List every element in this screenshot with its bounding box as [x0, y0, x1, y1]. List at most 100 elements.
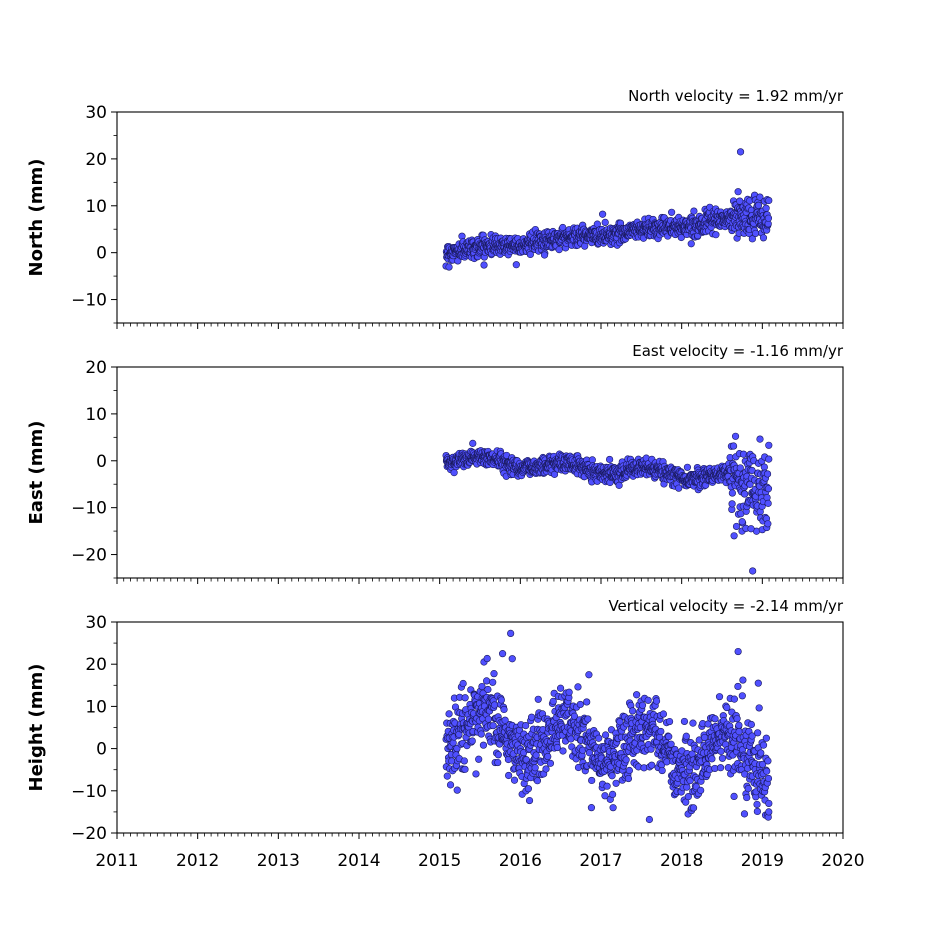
data-point — [764, 499, 772, 507]
data-point — [510, 776, 519, 784]
data-point — [760, 463, 768, 471]
data-point — [576, 700, 584, 709]
data-point — [735, 727, 743, 736]
data-point — [732, 522, 741, 531]
panel-title: East velocity = -1.16 mm/yr — [632, 342, 844, 360]
data-point — [587, 804, 596, 812]
data-point — [459, 679, 467, 688]
data-point — [449, 739, 457, 747]
data-point — [615, 481, 623, 489]
data-point — [739, 676, 747, 684]
data-point — [715, 693, 724, 701]
scatter-series-0 — [442, 148, 773, 271]
y-tick-label: −20 — [71, 824, 107, 844]
data-point — [612, 779, 620, 787]
data-point — [484, 685, 492, 694]
data-point — [468, 737, 476, 745]
data-point — [531, 764, 539, 772]
data-point — [505, 771, 513, 780]
data-point — [484, 715, 493, 723]
data-point — [717, 747, 725, 755]
data-point — [759, 741, 768, 749]
panel-title: Vertical velocity = -2.14 mm/yr — [608, 597, 843, 615]
data-point — [489, 722, 497, 730]
data-point — [763, 470, 772, 478]
x-tick-label: 2018 — [660, 851, 703, 871]
x-tick-label: 2016 — [499, 851, 542, 871]
data-point — [453, 786, 461, 794]
data-point — [757, 749, 765, 757]
data-point — [744, 785, 752, 793]
x-tick-label: 2017 — [579, 851, 622, 871]
data-point — [755, 704, 763, 712]
data-point — [718, 754, 727, 762]
data-point — [754, 679, 762, 687]
data-point — [764, 485, 773, 493]
data-point — [500, 705, 508, 714]
data-point — [508, 655, 516, 663]
data-point — [544, 752, 552, 761]
data-point — [765, 455, 773, 463]
scatter-series-1 — [442, 432, 773, 575]
y-axis-label: North (mm) — [26, 159, 47, 277]
panel-0: −10 0 10 20 30 North velocity = 1.92 mm/yr Nor… — [26, 87, 844, 329]
x-tick-label: 2011 — [95, 851, 138, 871]
data-point — [445, 263, 453, 271]
data-point — [555, 246, 563, 254]
data-point — [763, 767, 771, 775]
data-point — [659, 710, 668, 718]
data-point — [522, 721, 530, 730]
data-point — [726, 453, 734, 462]
y-tick-label: 10 — [85, 197, 107, 217]
scatter-series-2 — [442, 629, 773, 824]
data-point — [633, 691, 641, 699]
data-point — [512, 261, 520, 269]
y-tick-label: −10 — [71, 782, 107, 802]
data-point — [736, 197, 744, 205]
y-axis-label: East (mm) — [26, 421, 47, 525]
data-point — [588, 456, 596, 464]
y-axis-label: Height (mm) — [26, 664, 47, 792]
data-point — [445, 710, 453, 718]
data-point — [494, 751, 502, 759]
data-point — [648, 761, 656, 769]
data-point — [609, 804, 617, 812]
data-point — [638, 701, 647, 709]
data-point — [461, 765, 469, 773]
data-point — [728, 489, 736, 497]
data-point — [748, 235, 756, 243]
data-point — [480, 261, 488, 269]
y-tick-label: 30 — [85, 103, 107, 123]
data-point — [588, 776, 596, 785]
x-ticks — [116, 323, 844, 329]
y-ticks: −20 −10 0 10 20 — [71, 358, 117, 579]
data-point — [687, 240, 695, 248]
data-point — [540, 251, 549, 259]
data-point — [764, 520, 772, 528]
y-ticks: −20 −10 0 10 20 30 — [71, 613, 117, 844]
data-point — [665, 717, 674, 726]
data-point — [601, 731, 610, 739]
data-point — [689, 804, 698, 812]
data-point — [765, 808, 773, 816]
data-point — [754, 201, 763, 209]
y-tick-label: 10 — [85, 697, 107, 717]
data-point — [585, 671, 593, 679]
data-point — [751, 229, 760, 238]
data-point — [734, 188, 742, 196]
y-tick-label: 20 — [85, 150, 107, 170]
x-tick-label: 2013 — [257, 851, 300, 871]
data-point — [534, 695, 542, 703]
data-point — [624, 774, 633, 783]
data-point — [665, 733, 673, 741]
data-point — [765, 799, 773, 808]
data-point — [712, 231, 720, 239]
data-point — [478, 682, 486, 691]
data-point — [764, 214, 773, 222]
data-point — [753, 807, 761, 816]
data-point — [734, 682, 742, 691]
x-tick-labels: 2011 2012 2013 2014 2015 2016 2017 2018 2019 2020 — [95, 851, 864, 871]
data-point — [477, 730, 485, 738]
data-point — [738, 692, 746, 700]
data-point — [528, 713, 536, 721]
